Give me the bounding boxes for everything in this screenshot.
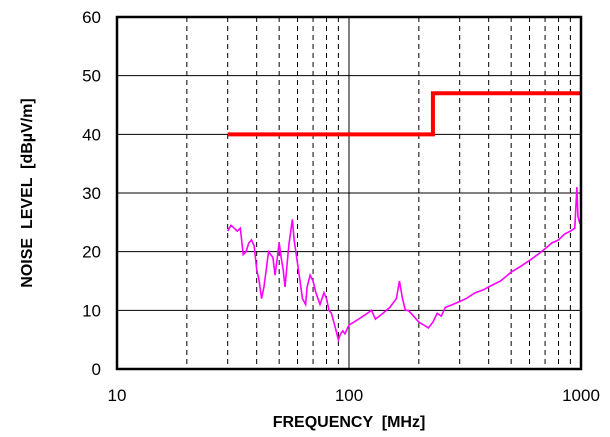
y-tick-label: 0 xyxy=(92,360,101,379)
y-tick-label: 10 xyxy=(82,301,101,320)
noise-trace xyxy=(226,187,582,343)
y-tick-labels: 0 10 20 30 40 50 60 xyxy=(82,8,101,379)
x-axis-label: FREQUENCY [MHz] xyxy=(273,414,426,431)
y-tick-label: 60 xyxy=(82,8,101,27)
x-tick-labels: 10 100 1000 xyxy=(108,386,600,405)
x-tick-label: 10 xyxy=(108,386,127,405)
y-tick-label: 50 xyxy=(82,67,101,86)
y-tick-label: 40 xyxy=(82,125,101,144)
y-tick-label: 30 xyxy=(82,184,101,203)
grid xyxy=(117,17,581,369)
x-tick-label: 100 xyxy=(335,386,363,405)
plot-frame xyxy=(115,15,583,371)
x-tick-label: 1000 xyxy=(562,386,600,405)
limit-line xyxy=(227,91,581,137)
y-axis-label: NOISE LEVEL [dBµV/m] xyxy=(19,98,36,287)
y-tick-label: 20 xyxy=(82,243,101,262)
series-group xyxy=(226,91,582,343)
